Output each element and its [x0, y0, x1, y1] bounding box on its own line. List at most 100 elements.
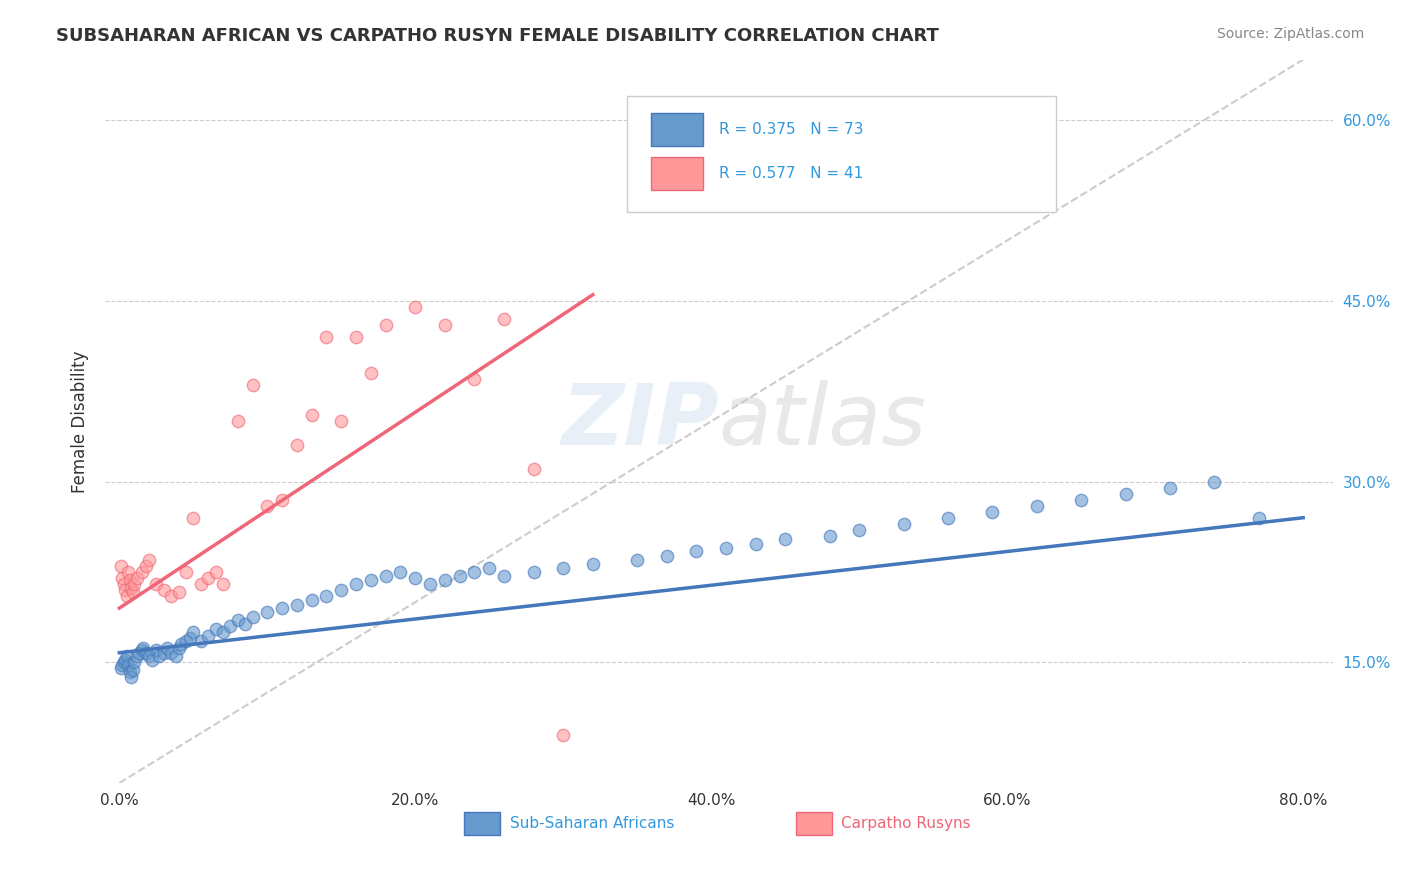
Text: R = 0.375   N = 73: R = 0.375 N = 73	[718, 122, 863, 137]
Point	[271, 601, 294, 615]
FancyBboxPatch shape	[627, 95, 1056, 211]
Text: Sub-Saharan Africans: Sub-Saharan Africans	[510, 816, 675, 831]
Point	[110, 661, 132, 675]
Point	[135, 646, 157, 660]
Point	[132, 640, 155, 655]
Point	[141, 653, 163, 667]
Point	[936, 510, 959, 524]
Point	[1159, 481, 1181, 495]
Point	[1204, 475, 1226, 489]
Point	[170, 637, 193, 651]
Point	[256, 499, 278, 513]
Point	[204, 622, 226, 636]
Point	[523, 462, 546, 476]
Point	[1247, 510, 1270, 524]
Point	[138, 553, 160, 567]
Point	[167, 640, 190, 655]
Point	[152, 582, 174, 597]
Text: R = 0.577   N = 41: R = 0.577 N = 41	[718, 166, 863, 181]
Point	[120, 670, 142, 684]
Point	[285, 598, 308, 612]
Point	[478, 561, 501, 575]
Point	[156, 640, 179, 655]
FancyBboxPatch shape	[796, 812, 831, 835]
Point	[404, 300, 426, 314]
Point	[714, 541, 737, 555]
Point	[160, 646, 183, 660]
Point	[463, 565, 485, 579]
Point	[685, 544, 707, 558]
Point	[197, 571, 219, 585]
Point	[655, 549, 678, 564]
Point	[145, 643, 167, 657]
Point	[315, 589, 337, 603]
FancyBboxPatch shape	[651, 113, 703, 146]
Point	[1070, 492, 1092, 507]
Point	[112, 656, 135, 670]
Point	[167, 585, 190, 599]
Point	[181, 510, 204, 524]
Point	[582, 557, 605, 571]
Point	[112, 577, 135, 591]
Point	[190, 577, 212, 591]
Point	[553, 728, 575, 742]
Point	[114, 582, 136, 597]
Point	[179, 632, 201, 646]
Point	[226, 613, 249, 627]
Point	[1025, 499, 1047, 513]
Point	[315, 330, 337, 344]
Point	[463, 372, 485, 386]
Point	[494, 311, 516, 326]
Point	[111, 571, 134, 585]
Point	[433, 318, 456, 332]
Point	[165, 649, 187, 664]
Point	[114, 653, 136, 667]
Point	[204, 565, 226, 579]
Point	[242, 609, 264, 624]
Point	[174, 633, 197, 648]
Point	[111, 657, 134, 672]
Point	[449, 568, 471, 582]
Point	[131, 565, 153, 579]
Point	[374, 318, 396, 332]
Point	[360, 366, 382, 380]
Text: SUBSAHARAN AFRICAN VS CARPATHO RUSYN FEMALE DISABILITY CORRELATION CHART: SUBSAHARAN AFRICAN VS CARPATHO RUSYN FEM…	[56, 27, 939, 45]
Point	[131, 643, 153, 657]
Point	[121, 585, 143, 599]
Point	[433, 574, 456, 588]
Point	[115, 589, 138, 603]
Point	[117, 565, 139, 579]
Point	[256, 605, 278, 619]
Point	[122, 577, 145, 591]
Point	[419, 577, 441, 591]
Point	[1115, 486, 1137, 500]
Point	[138, 649, 160, 664]
Text: Carpatho Rusyns: Carpatho Rusyns	[841, 816, 972, 831]
Point	[271, 492, 294, 507]
Point	[301, 592, 323, 607]
Point	[118, 665, 141, 679]
Point	[330, 414, 353, 428]
Point	[128, 646, 150, 660]
Point	[344, 330, 367, 344]
Point	[160, 589, 183, 603]
Point	[344, 577, 367, 591]
Text: Source: ZipAtlas.com: Source: ZipAtlas.com	[1216, 27, 1364, 41]
Point	[893, 516, 915, 531]
Point	[117, 657, 139, 672]
Point	[242, 378, 264, 392]
Point	[374, 568, 396, 582]
Point	[285, 438, 308, 452]
Point	[115, 649, 138, 664]
Point	[174, 565, 197, 579]
Y-axis label: Female Disability: Female Disability	[72, 350, 89, 492]
Point	[152, 646, 174, 660]
FancyBboxPatch shape	[651, 156, 703, 190]
Point	[135, 558, 157, 573]
Point	[190, 633, 212, 648]
Point	[233, 616, 256, 631]
Point	[981, 505, 1004, 519]
Point	[553, 561, 575, 575]
Point	[360, 574, 382, 588]
Point	[125, 649, 148, 664]
